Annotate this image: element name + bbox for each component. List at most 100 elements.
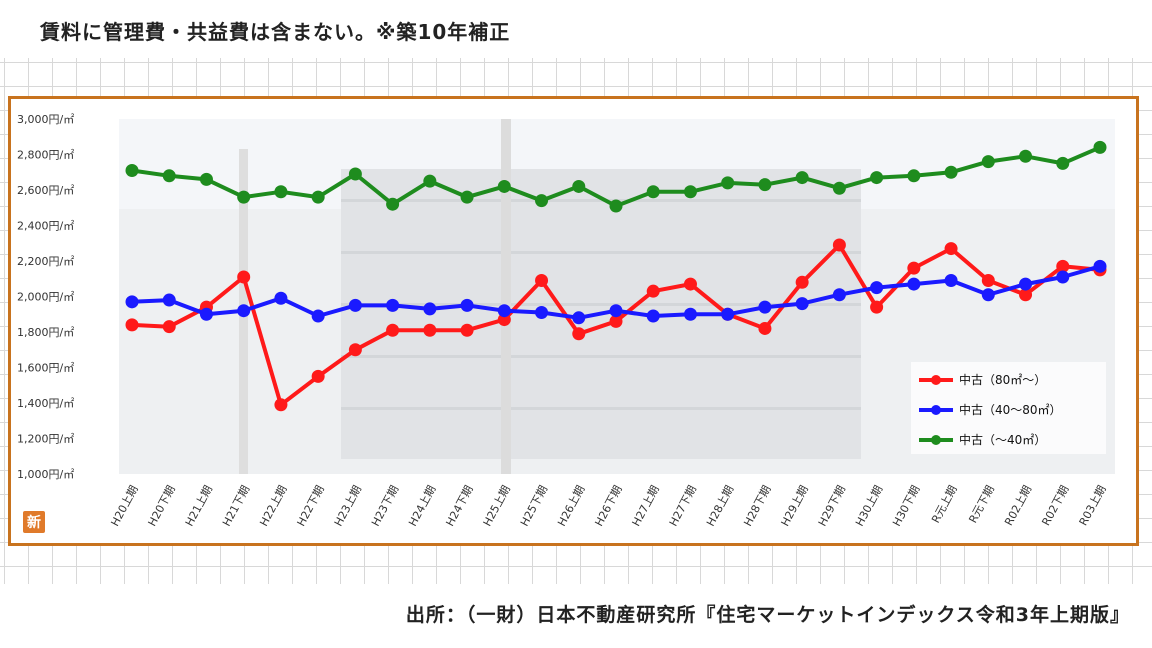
data-point xyxy=(870,171,884,185)
data-point xyxy=(870,300,884,314)
x-tick-label: H25上期 xyxy=(481,483,513,528)
data-point xyxy=(237,190,251,204)
legend-label: 中古（80㎡～） xyxy=(959,372,1046,387)
data-point xyxy=(721,176,735,190)
data-point xyxy=(572,179,586,193)
x-tick-label: H27上期 xyxy=(630,483,662,528)
x-tick-label: R02上期 xyxy=(1002,483,1034,528)
source-text: 出所：（一財）日本不動産研究所『住宅マーケットインデックス令和3年上期版』 xyxy=(405,604,1130,626)
data-point xyxy=(237,270,251,284)
data-point xyxy=(758,321,772,335)
data-point xyxy=(535,305,549,319)
new-badge xyxy=(23,511,45,533)
data-point xyxy=(721,307,735,321)
x-tick-label: H21上期 xyxy=(183,483,215,528)
y-tick-label: 2,000円/㎡ xyxy=(17,291,74,304)
x-tick-label: H20上期 xyxy=(108,483,140,528)
data-point xyxy=(981,288,995,302)
data-point xyxy=(646,309,660,323)
x-tick-label: H23下期 xyxy=(369,483,401,528)
data-point xyxy=(832,288,846,302)
data-point xyxy=(237,304,251,318)
data-point xyxy=(125,295,139,309)
data-point xyxy=(162,293,176,307)
data-point xyxy=(683,185,697,199)
data-point xyxy=(535,274,549,288)
x-tick-label: R元下期 xyxy=(966,483,997,525)
data-point xyxy=(609,314,623,328)
x-tick-label: H25下期 xyxy=(518,483,550,528)
data-point xyxy=(646,185,660,199)
data-point xyxy=(1093,259,1107,273)
y-tick-label: 2,400円/㎡ xyxy=(17,220,74,233)
data-point xyxy=(683,307,697,321)
data-point xyxy=(423,174,437,188)
y-tick-label: 1,200円/㎡ xyxy=(17,433,74,446)
y-tick-label: 2,600円/㎡ xyxy=(17,184,74,197)
y-tick-label: 1,600円/㎡ xyxy=(17,362,74,375)
footer-band xyxy=(0,584,1152,648)
data-point xyxy=(162,320,176,334)
data-point xyxy=(348,167,362,181)
data-point xyxy=(870,281,884,295)
data-point xyxy=(609,304,623,318)
x-tick-label: H22上期 xyxy=(257,483,289,528)
data-point xyxy=(944,242,958,256)
data-point xyxy=(1056,156,1070,170)
data-point xyxy=(535,194,549,208)
data-point xyxy=(981,274,995,288)
data-point xyxy=(311,369,325,383)
data-point xyxy=(274,185,288,199)
data-point xyxy=(795,275,809,289)
x-tick-label: H27下期 xyxy=(667,483,699,528)
plot-building-floor xyxy=(341,251,861,254)
data-point xyxy=(683,277,697,291)
x-tick-label: H20下期 xyxy=(146,483,178,528)
legend-marker xyxy=(931,405,941,415)
x-tick-label: H26上期 xyxy=(555,483,587,528)
x-tick-label: H28下期 xyxy=(741,483,773,528)
y-tick-label: 1,800円/㎡ xyxy=(17,326,74,339)
data-point xyxy=(572,327,586,341)
x-tick-label: H30上期 xyxy=(853,483,885,528)
x-tick-label: H29下期 xyxy=(816,483,848,528)
legend-label: 中古（～40㎡） xyxy=(959,432,1046,447)
header-band xyxy=(0,0,1152,58)
x-tick-label: H29上期 xyxy=(779,483,811,528)
data-point xyxy=(125,318,139,332)
data-point xyxy=(348,298,362,312)
legend-marker xyxy=(931,375,941,385)
data-point xyxy=(460,323,474,337)
data-point xyxy=(162,169,176,183)
x-tick-label: R元上期 xyxy=(929,483,960,525)
x-tick-label: H24下期 xyxy=(443,483,475,528)
data-point xyxy=(311,190,325,204)
y-tick-label: 2,200円/㎡ xyxy=(17,255,74,268)
line-chart: 1,000円/㎡ 1,200円/㎡ 1,400円/㎡ 1,600円/㎡ 1,800円/㎡… xyxy=(17,113,1115,533)
y-tick-label: 2,800円/㎡ xyxy=(17,149,74,162)
y-tick-label: 3,000円/㎡ xyxy=(17,113,74,126)
y-tick-label: 1,000円/㎡ xyxy=(17,468,74,481)
data-point xyxy=(125,163,139,177)
data-point xyxy=(981,155,995,169)
data-point xyxy=(199,172,213,186)
x-tick-label: H22下期 xyxy=(295,483,327,528)
data-point xyxy=(386,323,400,337)
x-tick-label: H23上期 xyxy=(332,483,364,528)
data-point xyxy=(460,190,474,204)
data-point xyxy=(460,298,474,312)
data-point xyxy=(758,300,772,314)
plot-pole xyxy=(501,119,511,474)
x-tick-label: R02下期 xyxy=(1039,483,1071,528)
data-point xyxy=(1093,140,1107,154)
plot-building-floor xyxy=(341,303,861,306)
plot-building-floor xyxy=(341,199,861,202)
x-tick-label: H28上期 xyxy=(704,483,736,528)
data-point xyxy=(423,323,437,337)
data-point xyxy=(348,343,362,357)
x-tick-label: H26下期 xyxy=(592,483,624,528)
data-point xyxy=(907,169,921,183)
data-point xyxy=(1056,259,1070,273)
data-point xyxy=(1056,270,1070,284)
legend-marker xyxy=(931,435,941,445)
